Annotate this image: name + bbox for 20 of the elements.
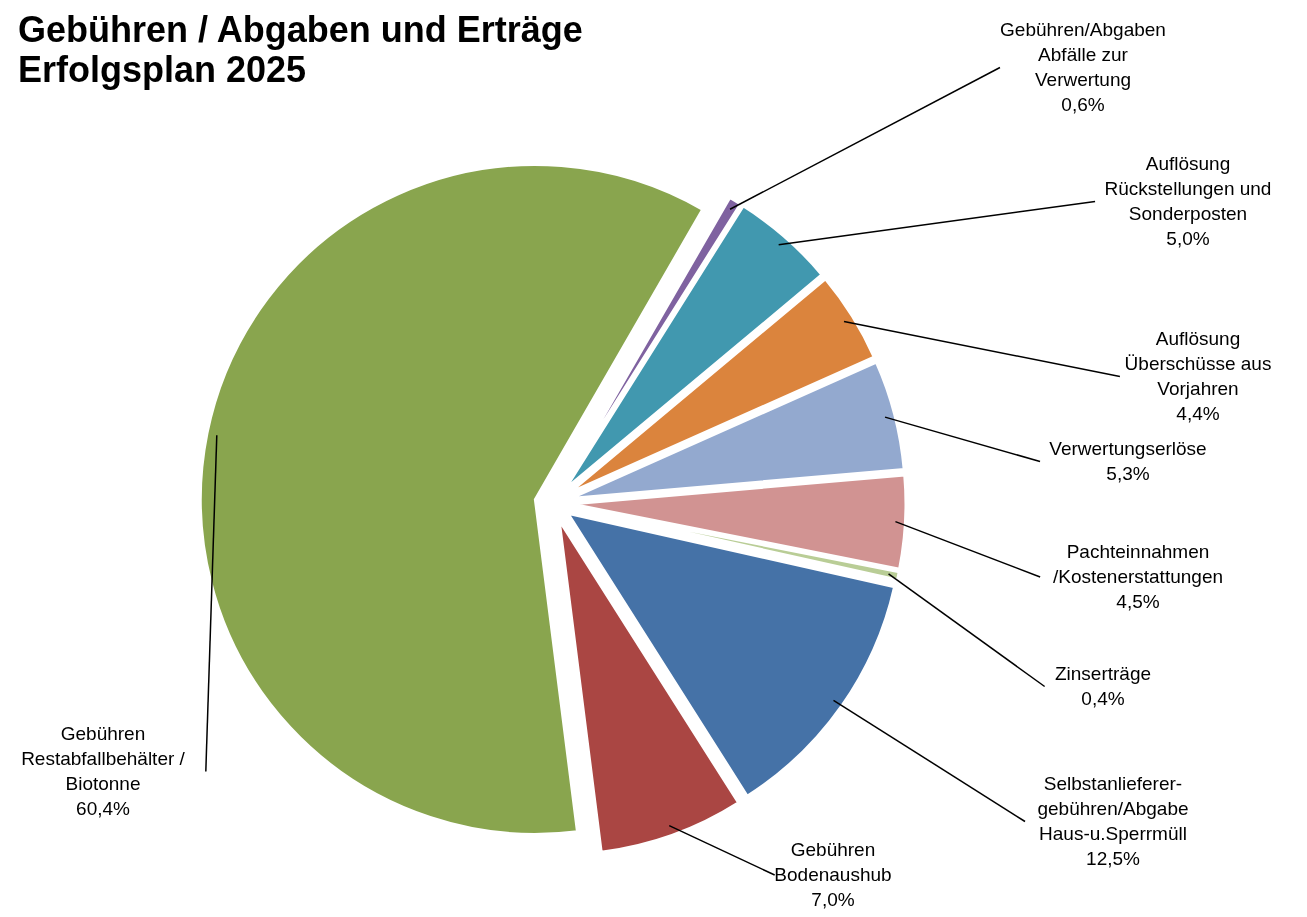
data-label: 5,0% <box>1166 228 1210 249</box>
chart-title: Gebühren / Abgaben und Erträge <box>18 9 583 50</box>
data-label: 0,4% <box>1081 688 1125 709</box>
data-label: 60,4% <box>76 798 131 819</box>
text: Erfolgsplan 2025 <box>18 49 307 90</box>
slice-label: Auflösung Überschüsse aus Vorjahren <box>1124 328 1272 399</box>
data-label: 5,3% <box>1106 463 1150 484</box>
data-label: 4,5% <box>1116 591 1160 612</box>
data-label: 12,5% <box>1086 848 1141 869</box>
slice-label: Gebühren Bodenaushub <box>774 839 892 885</box>
data-label: 7,0% <box>811 889 855 910</box>
slice-label: Selbstanlieferer-gebühren/Abgabe Haus-u.Sperrmüll <box>1037 773 1189 844</box>
slice-label: Zinserträge <box>1054 663 1152 684</box>
slice-label: Verwertungserlöse <box>1049 438 1207 459</box>
slice-label: Auflösung Rückstellungen und Sonderposten <box>1104 153 1272 224</box>
data-label: 0,6% <box>1061 94 1105 115</box>
slice-label: Pachteinnahmen /Kostenerstattungen <box>1052 541 1224 587</box>
slice-label: Gebühren/Abgaben Abfälle zur Verwertung <box>1000 19 1166 90</box>
slice-label: Gebühren Restabfallbehälter / Biotonne <box>21 723 186 794</box>
data-label: 4,4% <box>1176 403 1220 424</box>
